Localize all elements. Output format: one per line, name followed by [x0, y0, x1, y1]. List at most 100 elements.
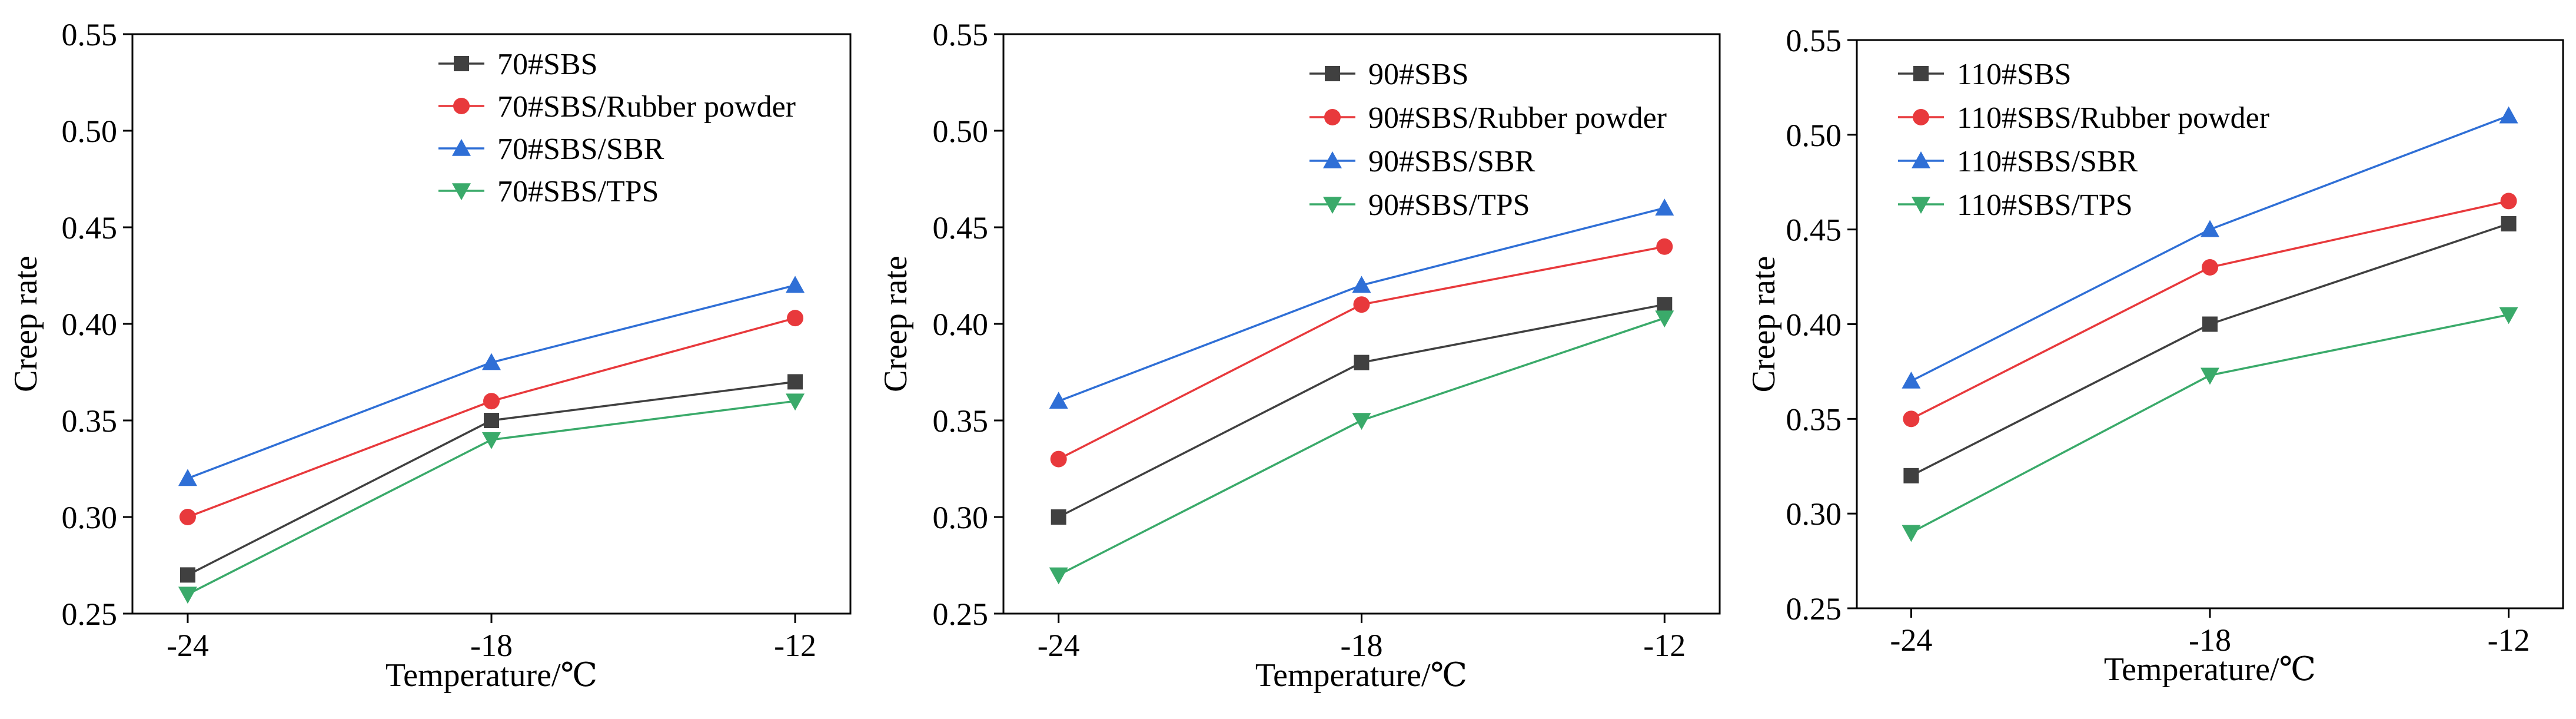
legend-label: 70#SBS/TPS [497, 175, 659, 208]
y-tick-label: 0.50 [1786, 118, 1842, 153]
series-square [1051, 297, 1673, 525]
data-point [2202, 259, 2218, 276]
x-tick-label: -18 [2189, 622, 2231, 658]
legend-entry: 110#SBS/Rubber powder [1898, 101, 2269, 135]
data-point [1352, 413, 1371, 430]
series-circle [179, 310, 804, 525]
data-point [2501, 216, 2517, 232]
legend-marker [1323, 197, 1342, 214]
legend-marker [452, 183, 471, 200]
x-axis-title: Temperature/℃ [1255, 657, 1467, 694]
x-tick-label: -24 [1038, 628, 1080, 663]
chart-panel-3: 0.25 0.30 0.35 0.40 0.45 0.50 0.55 -24 -18 -12 Tem… [1746, 23, 2564, 688]
y-tick-label: 0.25 [62, 597, 118, 632]
data-point [1656, 238, 1673, 255]
x-axis-title: Temperature/℃ [385, 657, 597, 694]
data-point [178, 587, 197, 604]
series-triangle-up [1902, 106, 2518, 389]
legend-entry: 70#SBS [438, 48, 598, 81]
y-tick-label: 0.35 [1786, 402, 1842, 437]
legend-marker [1325, 66, 1340, 81]
legend-marker [1913, 109, 1929, 125]
y-tick-label: 0.25 [1786, 591, 1842, 627]
y-tick-label: 0.55 [933, 17, 989, 52]
legend-marker [1324, 109, 1341, 125]
legend-marker [1912, 151, 1930, 168]
legend-marker [454, 56, 469, 71]
legend-label: 110#SBS/SBR [1957, 145, 2138, 178]
legend-marker [452, 139, 471, 156]
data-point [1051, 509, 1066, 525]
legend-entry: 110#SBS/SBR [1898, 145, 2138, 178]
legend-label: 90#SBS/TPS [1368, 188, 1530, 222]
series-line [1910, 313, 2509, 534]
data-point [2499, 106, 2518, 124]
x-tick-label: -12 [2488, 622, 2530, 658]
legend-entry: 110#SBS [1898, 58, 2072, 91]
y-axis-title: Creep rate [8, 256, 44, 392]
legend-entry: 90#SBS/TPS [1309, 188, 1530, 222]
legend-entry: 70#SBS/TPS [438, 175, 659, 208]
data-point [1655, 310, 1674, 328]
series-line [187, 380, 796, 576]
y-tick-label: 0.35 [62, 403, 118, 439]
data-point [1353, 296, 1370, 313]
data-point [1049, 392, 1068, 409]
legend-marker [1912, 197, 1930, 214]
data-point [787, 374, 803, 390]
data-point [1354, 354, 1370, 370]
data-point [180, 567, 195, 583]
y-tick-label: 0.50 [62, 114, 118, 149]
data-point [483, 393, 500, 410]
series-line [1058, 303, 1665, 518]
legend-label: 110#SBS [1957, 58, 2072, 91]
data-point [1902, 525, 1921, 542]
x-tick-label: -24 [1890, 622, 1932, 658]
data-point [482, 353, 501, 370]
y-tick-label: 0.25 [933, 597, 989, 632]
data-point [2201, 220, 2219, 237]
data-point [1352, 276, 1371, 293]
legend-label: 90#SBS/SBR [1368, 145, 1535, 178]
data-point [179, 509, 196, 525]
y-tick-label: 0.55 [62, 17, 118, 52]
series-square [180, 374, 803, 583]
series-circle [1903, 193, 2517, 428]
x-tick-label: -24 [167, 628, 209, 663]
legend-label: 70#SBS [497, 48, 598, 81]
legend-entry: 70#SBS/Rubber powder [438, 90, 796, 124]
legend-label: 110#SBS/TPS [1957, 188, 2133, 222]
chart-panel-2: 0.25 0.30 0.35 0.40 0.45 0.50 0.55 -24 -18 -12 Tem… [877, 17, 1721, 694]
series-triangle-up [1049, 198, 1674, 409]
x-axis-title: Temperature/℃ [2104, 651, 2316, 688]
legend-label: 70#SBS/Rubber powder [497, 90, 796, 124]
y-tick-label: 0.40 [933, 307, 989, 342]
legend-entry: 70#SBS/SBR [438, 132, 664, 166]
series-square [1903, 216, 2517, 483]
data-point [1903, 468, 1919, 483]
series-line [187, 400, 796, 595]
y-tick-label: 0.30 [933, 500, 989, 535]
y-tick-label: 0.30 [1786, 496, 1842, 532]
legend-entry: 90#SBS/Rubber powder [1309, 101, 1667, 135]
data-point [2201, 367, 2219, 385]
data-point [2202, 316, 2218, 332]
legend-label: 70#SBS/SBR [497, 132, 664, 166]
y-tick-label: 0.45 [933, 210, 989, 246]
series-triangle-up [178, 276, 805, 486]
series-triangle-down [178, 393, 805, 604]
data-point [1657, 297, 1673, 313]
data-point [1050, 450, 1067, 468]
legend-entry: 110#SBS/TPS [1898, 188, 2133, 222]
y-axis-title: Creep rate [1746, 256, 1782, 393]
data-point [2499, 307, 2518, 324]
y-tick-label: 0.40 [62, 307, 118, 342]
data-point [178, 469, 197, 486]
x-tick-label: -18 [1341, 628, 1383, 663]
data-point [786, 276, 805, 293]
data-point [786, 393, 805, 411]
series-circle [1050, 238, 1673, 468]
y-tick-label: 0.45 [1786, 213, 1842, 248]
legend-marker [453, 98, 470, 114]
y-tick-label: 0.30 [62, 500, 118, 535]
